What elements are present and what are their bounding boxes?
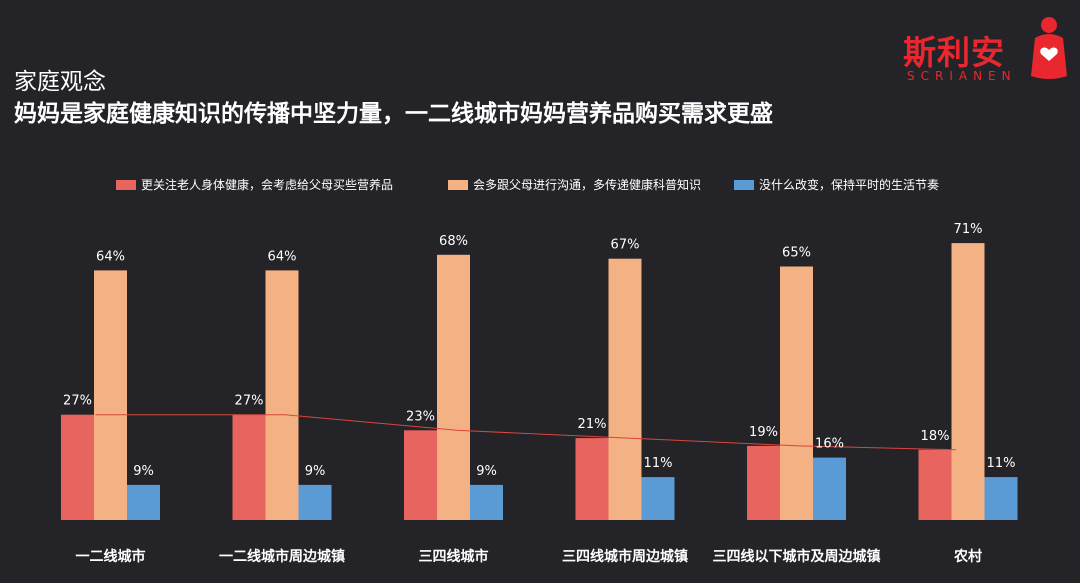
legend-label-0: 更关注老人身体健康，会考虑给父母买些营养品 bbox=[141, 177, 393, 192]
data-label-1-4: 65% bbox=[782, 246, 811, 261]
legend-swatch-2 bbox=[734, 180, 754, 190]
bar-1-5 bbox=[951, 243, 985, 520]
data-label-1-0: 64% bbox=[96, 249, 125, 264]
x-tick-label-3: 三四线城市周边城镇 bbox=[562, 548, 688, 565]
data-label-1-2: 68% bbox=[439, 234, 468, 249]
x-tick-label-4: 三四线以下城市及周边城镇 bbox=[713, 548, 881, 565]
legend-label-1: 会多跟父母进行沟通，多传递健康科普知识 bbox=[473, 177, 701, 192]
chart-legend: 更关注老人身体健康，会考虑给父母买些营养品 会多跟父母进行沟通，多传递健康科普知识… bbox=[116, 177, 939, 192]
bar-2-5 bbox=[984, 477, 1018, 520]
data-label-0-0: 27% bbox=[63, 394, 92, 409]
legend-label-2: 没什么改变，保持平时的生活节奏 bbox=[759, 177, 939, 192]
bar-1-4 bbox=[780, 266, 813, 520]
legend-swatch-1 bbox=[448, 180, 468, 190]
x-tick-label-2: 三四线城市 bbox=[419, 548, 489, 565]
bar-2-4 bbox=[813, 457, 846, 520]
x-tick-label-5: 农村 bbox=[953, 548, 982, 565]
x-tick-label-0: 一二线城市 bbox=[76, 548, 146, 565]
bar-2-0 bbox=[127, 484, 160, 520]
bar-0-5 bbox=[918, 449, 952, 520]
data-label-0-4: 19% bbox=[749, 425, 778, 440]
bar-1-0 bbox=[94, 270, 127, 520]
chart-bars bbox=[61, 243, 1018, 521]
data-label-2-3: 11% bbox=[644, 456, 673, 471]
data-label-2-0: 9% bbox=[133, 464, 154, 479]
chart-x-axis: 一二线城市 一二线城市周边城镇 三四线城市 三四线城市周边城镇 三四线以下城市及周边城镇… bbox=[76, 548, 983, 565]
data-label-2-2: 9% bbox=[476, 464, 497, 479]
bar-2-2 bbox=[470, 484, 503, 520]
bar-0-1 bbox=[232, 414, 266, 520]
bar-0-0 bbox=[61, 414, 94, 520]
data-label-0-2: 23% bbox=[406, 409, 435, 424]
page-title: 家庭观念 bbox=[14, 69, 106, 95]
bar-1-3 bbox=[608, 258, 642, 520]
brand-name: 斯利安 bbox=[903, 33, 1005, 72]
data-label-1-3: 67% bbox=[611, 238, 640, 253]
data-label-1-5: 71% bbox=[954, 222, 983, 237]
bar-1-2 bbox=[437, 254, 470, 521]
bar-2-3 bbox=[641, 477, 675, 520]
bar-0-3 bbox=[575, 438, 609, 520]
data-label-2-5: 11% bbox=[987, 456, 1016, 471]
data-label-0-3: 21% bbox=[578, 417, 607, 432]
legend-swatch-0 bbox=[116, 180, 136, 190]
chart-trendline bbox=[95, 414, 957, 451]
brand-logo: 斯利安 SCRIANEN bbox=[903, 12, 1071, 92]
brand-subtitle: SCRIANEN bbox=[907, 69, 1017, 83]
trend-line bbox=[95, 414, 957, 451]
x-tick-label-1: 一二线城市周边城镇 bbox=[219, 548, 345, 565]
page-subtitle: 妈妈是家庭健康知识的传播中坚力量，一二线城市妈妈营养品购买需求更盛 bbox=[14, 101, 773, 127]
bar-2-1 bbox=[298, 484, 332, 520]
bar-1-1 bbox=[265, 270, 299, 520]
data-label-2-1: 9% bbox=[305, 464, 326, 479]
data-label-1-1: 64% bbox=[268, 249, 297, 264]
bar-0-2 bbox=[404, 430, 437, 520]
data-label-0-1: 27% bbox=[235, 394, 264, 409]
chart-data-labels: 27% 64% 9% 27% 64% 9% 23% 68% 9% 21% 67% 11% 19% 65% 1… bbox=[63, 222, 1015, 479]
mother-icon bbox=[1031, 17, 1067, 79]
data-label-2-4: 16% bbox=[815, 437, 844, 452]
bar-0-4 bbox=[747, 445, 780, 520]
data-label-0-5: 18% bbox=[921, 429, 950, 444]
page-title-block: 家庭观念 妈妈是家庭健康知识的传播中坚力量，一二线城市妈妈营养品购买需求更盛 bbox=[14, 66, 773, 130]
